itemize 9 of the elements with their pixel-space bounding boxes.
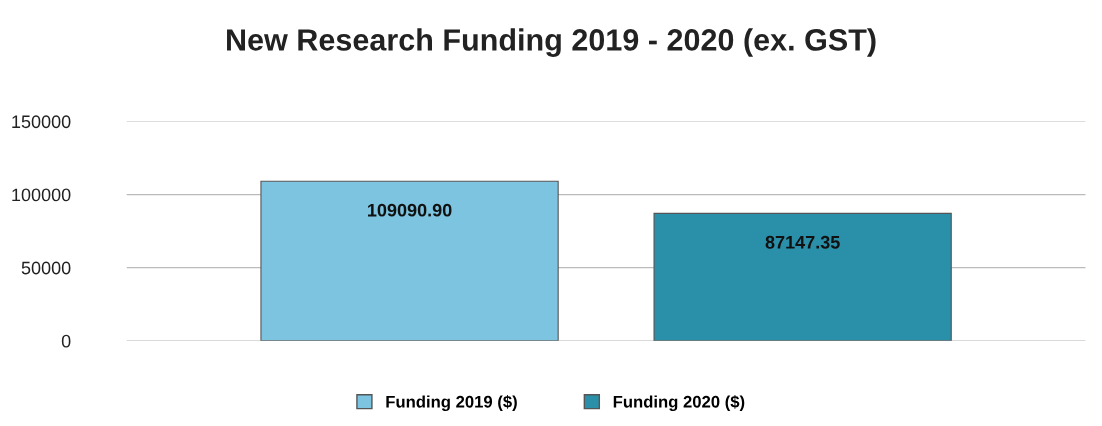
y-tick-label: 50000: [21, 261, 71, 275]
data-label: 87147.35: [765, 235, 840, 249]
y-tick-label: 150000: [12, 115, 71, 129]
chart-title: New Research Funding 2019 - 2020 (ex. GST): [227, 28, 876, 57]
y-tick-label: 0: [61, 334, 71, 348]
legend-label: Funding 2019 ($): [386, 395, 517, 411]
y-tick-label: 100000: [12, 188, 71, 202]
data-label: 109090.90: [368, 203, 452, 217]
legend-label: Funding 2020 ($): [613, 395, 745, 411]
